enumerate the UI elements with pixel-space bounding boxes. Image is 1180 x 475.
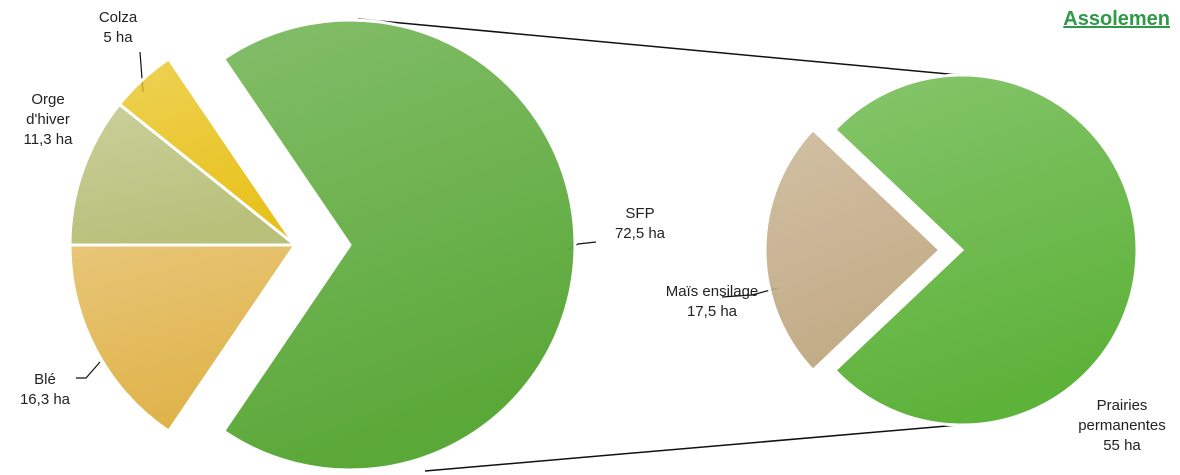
value-label: 17,5 ha — [686, 303, 738, 320]
data-label: Colza 5 ha — [63, 8, 173, 48]
pie-slice — [68, 243, 298, 434]
value-label: 16,3 ha — [19, 391, 71, 408]
chart-title: Assolemen — [1063, 8, 1170, 30]
category-label: Orge d'hiver — [26, 91, 70, 128]
category-label: Maïs ensilage — [665, 283, 759, 300]
category-label: Colza — [98, 9, 138, 26]
pie-slice — [832, 73, 1139, 427]
value-label: 72,5 ha — [614, 225, 666, 242]
category-label: Blé — [34, 371, 56, 388]
category-label: SFP — [625, 205, 655, 222]
data-label: Maïs ensilage 17,5 ha — [657, 282, 767, 322]
data-label: Blé 16,3 ha — [0, 370, 100, 410]
connector — [424, 423, 971, 472]
value-label: 5 ha — [103, 29, 133, 46]
category-label: Prairies permanentes — [1078, 397, 1166, 434]
value-label: 55 ha — [1103, 437, 1141, 454]
data-label: Prairies permanentes 55 ha — [1067, 396, 1177, 456]
data-label: SFP 72,5 ha — [585, 204, 695, 244]
pie-slice — [68, 102, 300, 247]
value-label: 11,3 ha — [23, 131, 73, 148]
pie-slice — [221, 18, 577, 472]
pie-slice — [763, 127, 943, 373]
connector — [357, 18, 971, 77]
leader-line — [76, 361, 101, 379]
data-label: Orge d'hiver 11,3 ha — [13, 90, 83, 150]
